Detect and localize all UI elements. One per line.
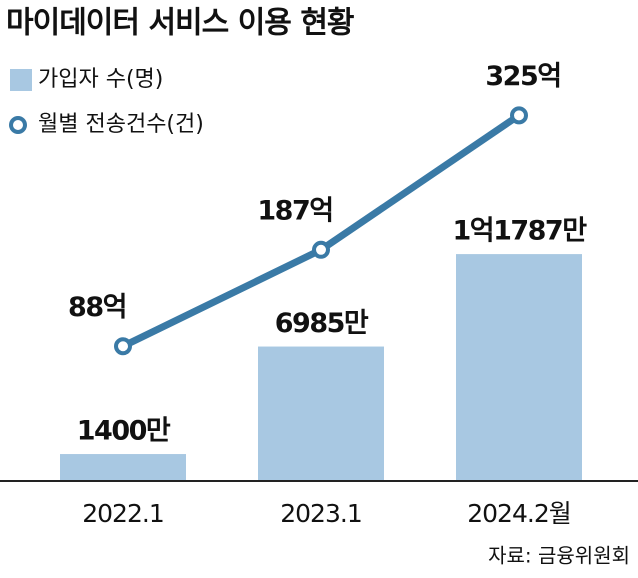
source: 자료: 금융위원회	[488, 544, 630, 568]
bar	[258, 346, 384, 481]
bar	[456, 254, 582, 481]
bar-value-label: 1400만	[77, 416, 171, 447]
line-point	[510, 106, 528, 125]
line-value-label: 325억	[485, 61, 560, 92]
line-value-label: 88억	[68, 292, 126, 323]
bar-value-label: 1억1787만	[452, 216, 587, 247]
legend-label: 월별 전송건수(건)	[38, 112, 204, 137]
x-tick-label: 2024.2월	[467, 499, 570, 528]
x-tick-label: 2022.1	[82, 499, 163, 528]
legend-marker	[9, 116, 27, 134]
legend-marker	[10, 69, 32, 91]
line-point	[312, 240, 330, 259]
legend-label: 가입자 수(명)	[38, 67, 163, 92]
bar-value-label: 6985만	[275, 308, 369, 339]
line-value-label: 187억	[257, 195, 332, 226]
bar	[60, 454, 186, 481]
x-tick-label: 2023.1	[280, 499, 361, 528]
chart-title: 마이데이터 서비스 이용 현황	[6, 6, 354, 41]
line-point	[114, 337, 132, 356]
